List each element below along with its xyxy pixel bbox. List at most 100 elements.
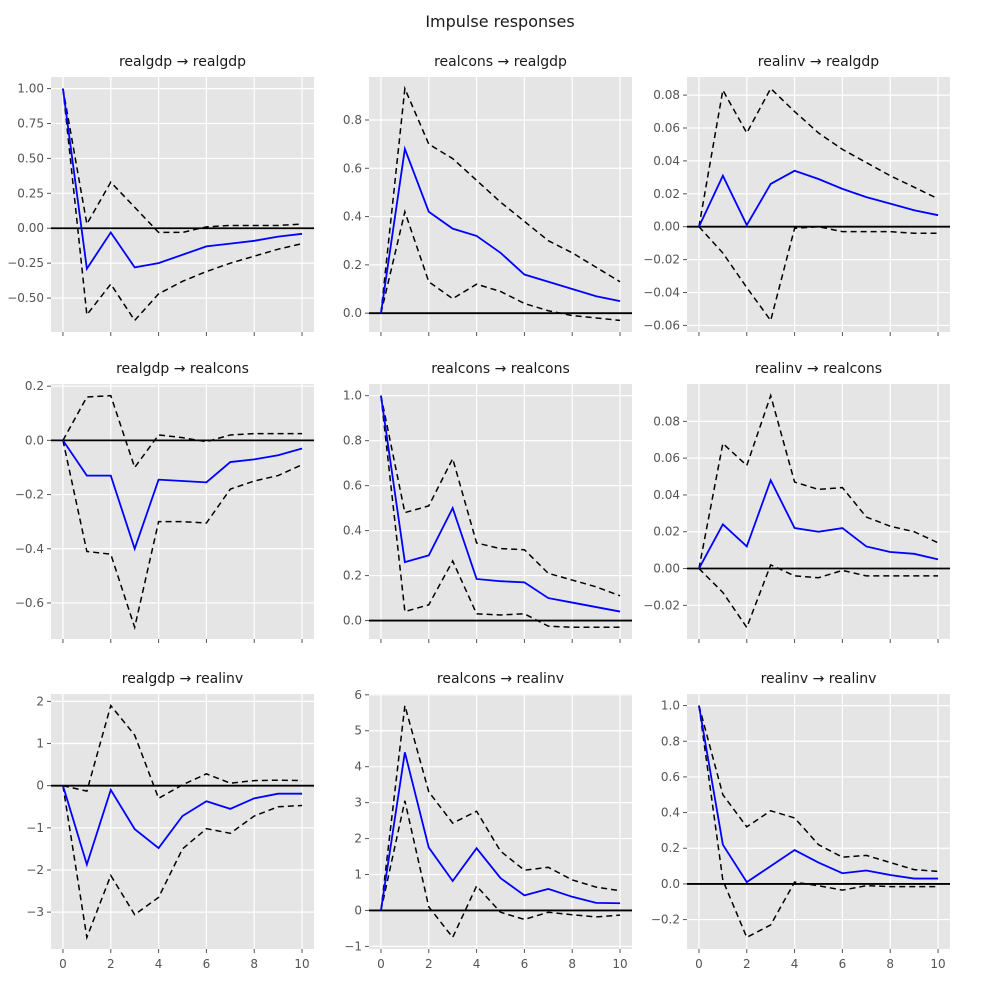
x-tick-label: 0 [59, 957, 67, 971]
y-tick-label: 0.0 [343, 306, 362, 320]
subplot-title: realgdp → realgdp [118, 54, 246, 70]
y-tick-label: 2 [354, 832, 362, 846]
x-tick-label: 10 [612, 957, 627, 971]
y-tick-label: 0.50 [17, 151, 44, 165]
subplot-realcons-to-realcons: realcons → realcons 1.0 0.8 0.6 0.4 0.2 0.0 [320, 359, 650, 653]
subplot-realcons-to-realgdp: realcons → realgdp 0.8 0.6 0.4 0.2 0.0 [320, 52, 650, 346]
y-tick-label: −0.50 [7, 291, 44, 305]
y-tick-label: 0.00 [653, 562, 680, 576]
plot-area [369, 384, 632, 639]
y-tick-label: 1 [354, 868, 362, 882]
plot-area [369, 694, 632, 949]
figure-title: Impulse responses [425, 12, 575, 31]
y-tick-label: 0.25 [17, 186, 44, 200]
y-tick-label: 0.6 [343, 479, 362, 493]
subplot-title: realcons → realcons [431, 361, 570, 377]
irf-line [698, 169, 939, 228]
y-tick-label: 0.02 [653, 187, 680, 201]
subplot-realinv-to-realinv: realinv → realinv 0 2 4 6 8 10 1.0 0.8 0.6 0.4 0.2… [638, 669, 968, 989]
y-tick-label: 0.04 [653, 488, 680, 502]
y-tick-label: 1.0 [661, 699, 680, 713]
irf-line [62, 439, 303, 552]
x-tick-label: 8 [886, 957, 894, 971]
upper-ci-line [698, 705, 939, 873]
y-tick-label: 2 [36, 694, 44, 708]
y-tick-label: 0.00 [17, 221, 44, 235]
irf-line [62, 88, 303, 272]
y-tick-label: 1 [36, 737, 44, 751]
y-tick-label: 0.2 [25, 379, 44, 393]
irf-line [380, 752, 621, 911]
y-tick-label: −0.02 [643, 253, 680, 267]
x-tick-label: 4 [155, 957, 163, 971]
lower-ci-line [380, 800, 621, 939]
y-tick-label: 0.2 [343, 569, 362, 583]
irf-line [380, 395, 621, 613]
x-tick-label: 10 [294, 957, 309, 971]
lower-ci-line [698, 563, 939, 630]
y-tick-label: 0.6 [343, 161, 362, 175]
subplot-canvas: 1.0 0.8 0.6 0.4 0.2 0.0 [343, 384, 632, 643]
y-tick-label: −0.04 [643, 286, 680, 300]
subplot-realgdp-to-realinv: realgdp → realinv 0 2 4 6 8 10 2 1 0 −1 −2 −3 [2, 669, 332, 989]
lower-ci-line [698, 225, 939, 323]
subplot-title: realinv → realinv [760, 671, 877, 687]
x-tick-label: 6 [521, 957, 529, 971]
upper-ci-line [380, 705, 621, 911]
y-tick-label: 0.8 [343, 113, 362, 127]
subplot-realinv-to-realcons: realinv → realcons 0.08 0.06 0.04 0.02 0.00 −… [638, 359, 968, 653]
x-tick-label: 4 [791, 957, 799, 971]
subplot-canvas: 0.2 0.0 −0.2 −0.4 −0.6 [15, 379, 314, 643]
y-tick-label: 0.06 [653, 451, 680, 465]
y-tick-label: −1 [26, 821, 44, 835]
y-tick-label: 0 [36, 779, 44, 793]
upper-ci-line [698, 87, 939, 227]
y-tick-label: 0.4 [661, 806, 680, 820]
y-tick-label: 0.0 [343, 614, 362, 628]
subplot-title: realgdp → realcons [116, 361, 249, 377]
irf-line [62, 785, 303, 868]
subplot-title: realcons → realinv [436, 671, 565, 687]
y-tick-label: 0.00 [653, 220, 680, 234]
y-tick-label: 5 [354, 724, 362, 738]
y-tick-label: −0.6 [15, 596, 44, 610]
x-tick-label: 4 [473, 957, 481, 971]
y-tick-label: 0.06 [653, 121, 680, 135]
x-tick-label: 2 [425, 957, 433, 971]
lower-ci-line [380, 395, 621, 629]
x-tick-label: 6 [203, 957, 211, 971]
y-tick-label: −0.25 [7, 256, 44, 270]
y-tick-label: 0.02 [653, 525, 680, 539]
y-tick-label: 0.75 [17, 117, 44, 131]
subplot-canvas: 0 2 4 6 8 10 1.0 0.8 0.6 0.4 0.2 0.0 −0.2 [651, 694, 950, 971]
subplot-realcons-to-realinv: realcons → realinv 0 2 4 6 8 10 6 5 4 3 2 1 0 −1 [320, 669, 650, 989]
subplot-title: realgdp → realinv [121, 671, 244, 687]
y-tick-label: −0.2 [651, 913, 680, 927]
x-tick-label: 8 [250, 957, 258, 971]
upper-ci-line [62, 703, 303, 800]
x-tick-label: 10 [930, 957, 945, 971]
plot-area [687, 694, 950, 949]
subplot-canvas: 0.08 0.06 0.04 0.02 0.00 −0.02 −0.04 −0.06 [643, 77, 950, 336]
subplot-canvas: 0.08 0.06 0.04 0.02 0.00 −0.02 [643, 384, 950, 643]
y-tick-label: 0.6 [661, 770, 680, 784]
plot-area [51, 77, 314, 332]
plot-area [687, 77, 950, 332]
y-tick-label: 0.2 [661, 841, 680, 855]
plot-area [369, 77, 632, 332]
subplot-realgdp-to-realcons: realgdp → realcons 0.2 0.0 −0.2 −0.4 −0.6 [2, 359, 332, 653]
y-tick-label: 4 [354, 760, 362, 774]
y-tick-label: 0.4 [343, 524, 362, 538]
subplot-realgdp-to-realgdp: realgdp → realgdp 1.00 0.75 0.50 0.25 0.00 −0… [2, 52, 332, 346]
subplot-realinv-to-realgdp: realinv → realgdp 0.08 0.06 0.04 0.02 0.00 −0… [638, 52, 968, 346]
y-tick-label: −0.2 [15, 488, 44, 502]
y-tick-label: −1 [344, 939, 362, 953]
y-tick-label: 0.08 [653, 88, 680, 102]
y-tick-label: 0.8 [661, 734, 680, 748]
upper-ci-line [698, 393, 939, 569]
y-tick-label: 1.00 [17, 82, 44, 96]
y-tick-label: 0 [354, 903, 362, 917]
x-tick-label: 6 [839, 957, 847, 971]
subplot-canvas: 1.00 0.75 0.50 0.25 0.00 −0.25 −0.50 [7, 77, 314, 336]
x-tick-label: 2 [107, 957, 115, 971]
